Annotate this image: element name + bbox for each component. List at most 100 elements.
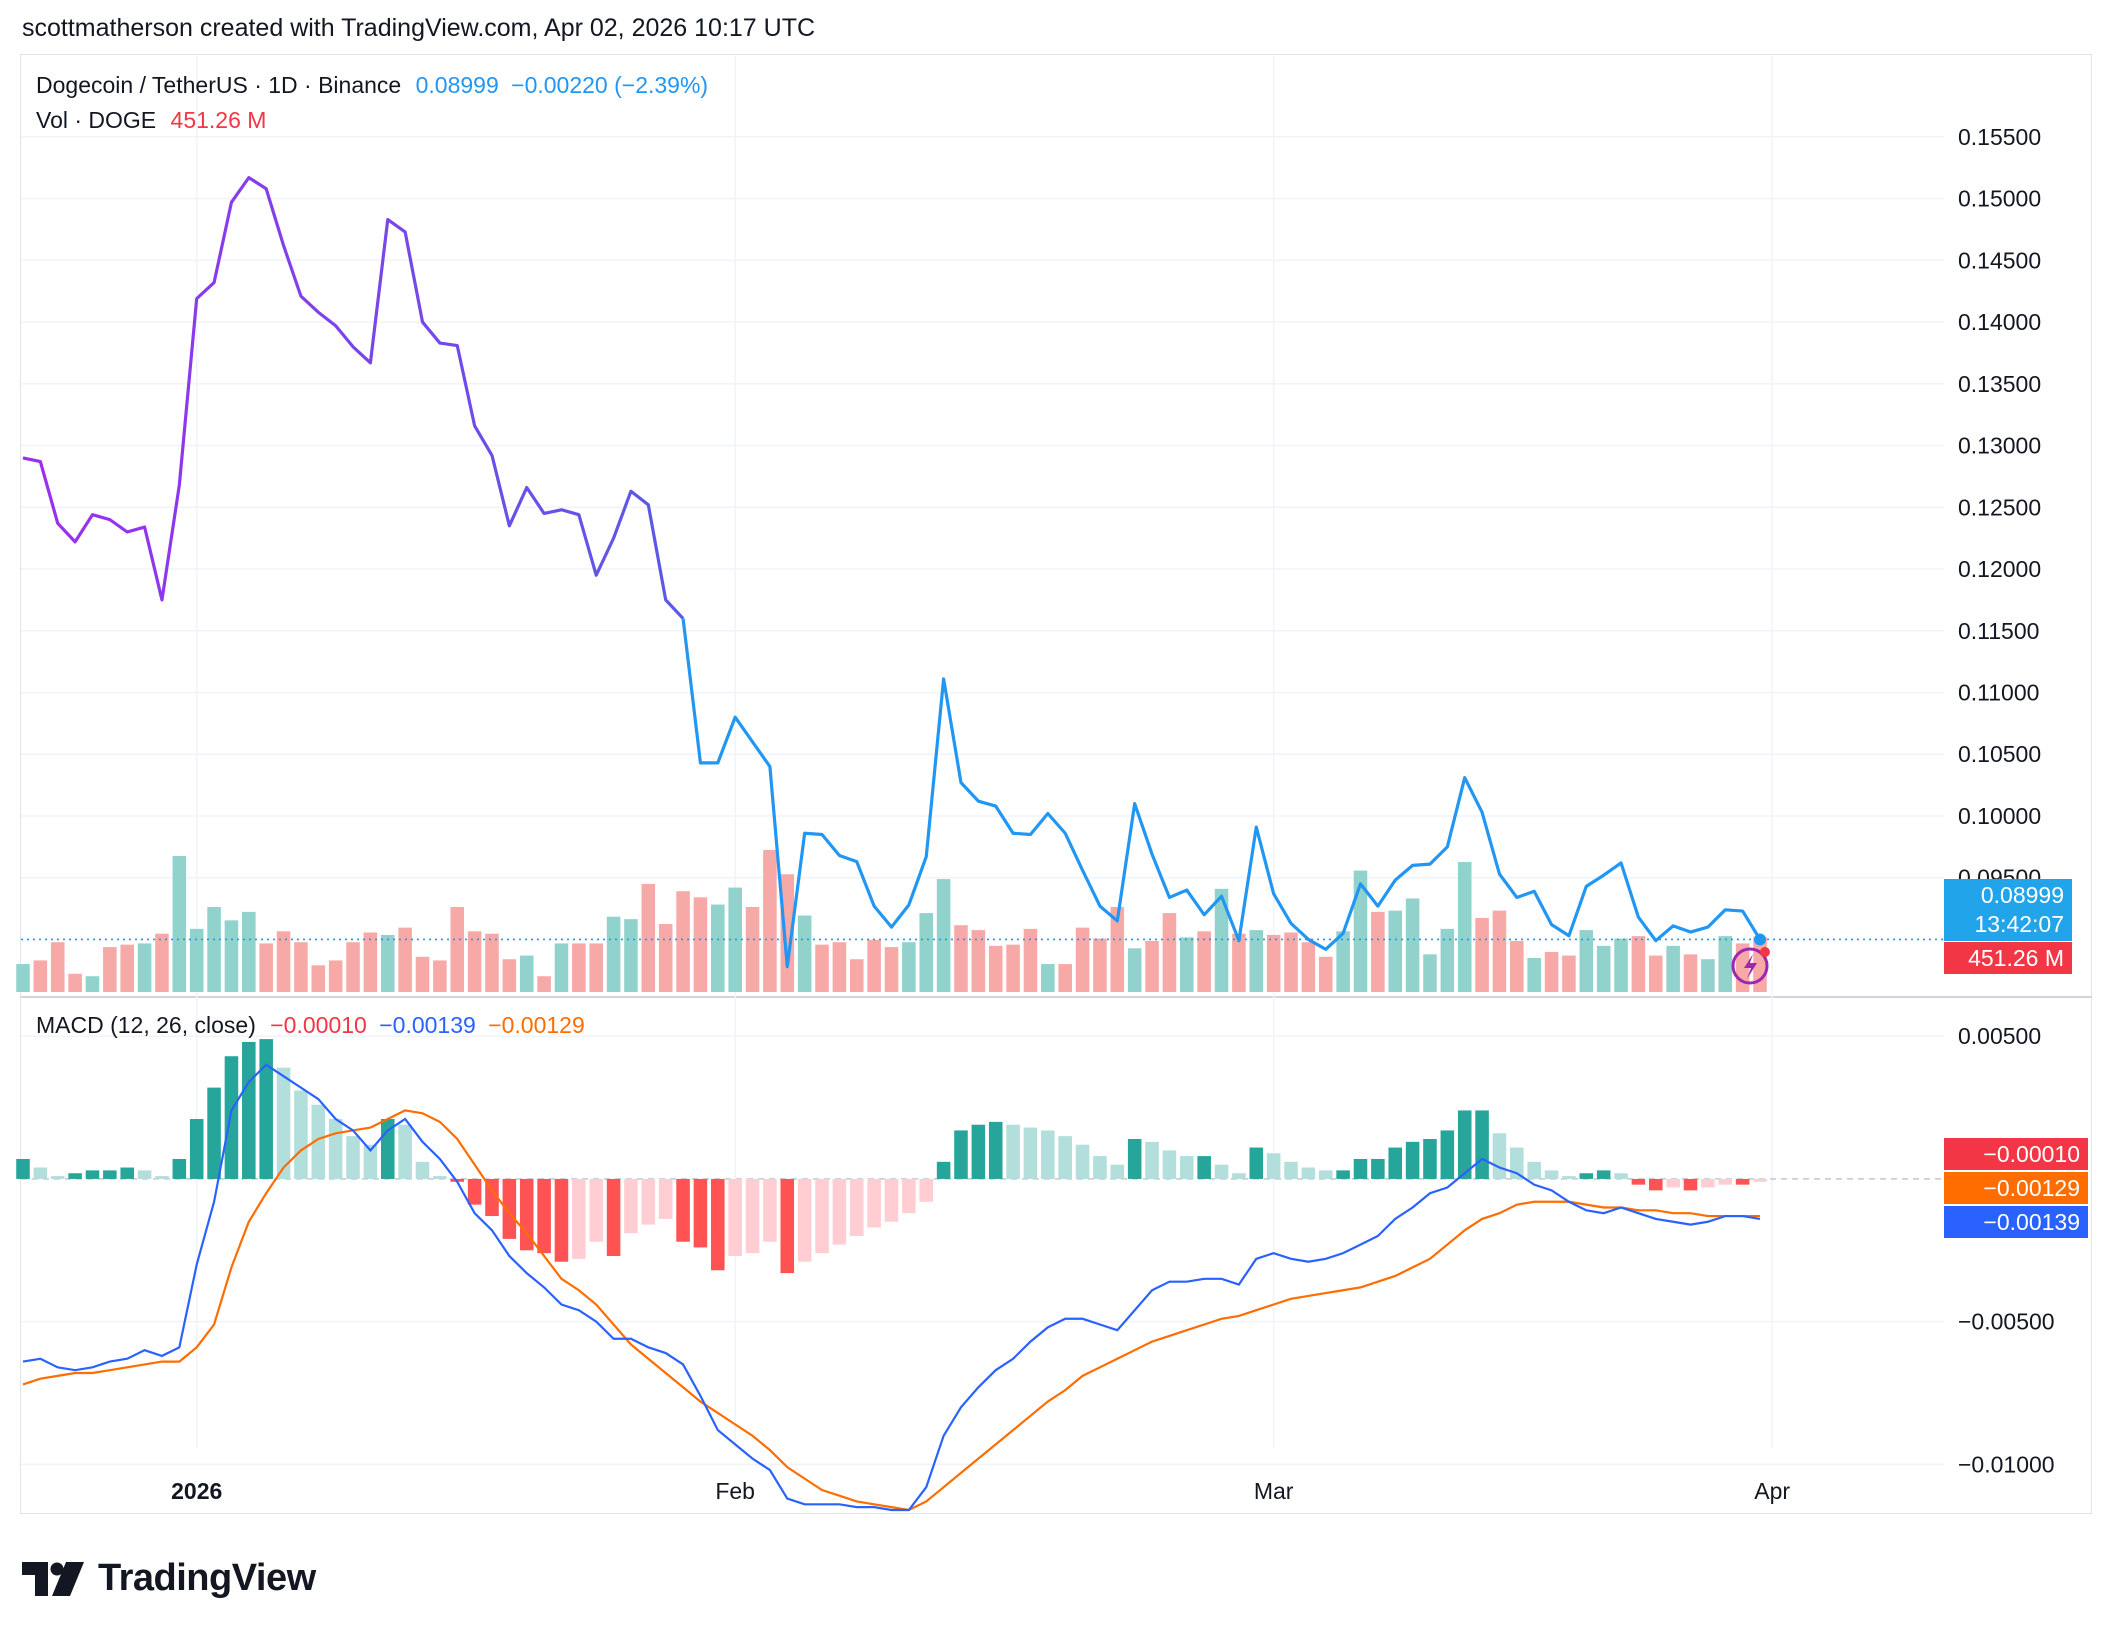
macd-histogram-bar xyxy=(519,1178,534,1251)
macd-histogram-bar xyxy=(589,1178,603,1242)
volume-bar xyxy=(1266,934,1281,992)
macd-label[interactable]: MACD (12, 26, close) xyxy=(36,1012,256,1038)
macd-histogram xyxy=(16,1039,1767,1274)
price-line-early xyxy=(22,176,685,620)
volume-bar xyxy=(1701,959,1715,992)
macd-histogram-bar xyxy=(988,1121,1003,1179)
macd-histogram-bar xyxy=(242,1041,256,1179)
macd-histogram-bar xyxy=(68,1173,82,1179)
macd-histogram-bar xyxy=(485,1178,499,1217)
macd-histogram-bar xyxy=(1214,1164,1229,1179)
volume-bars xyxy=(16,849,1767,992)
macd-histogram-bar xyxy=(1614,1173,1628,1179)
macd-histogram-bar xyxy=(728,1178,742,1256)
macd-axis-tick: 0.00500 xyxy=(1958,1023,2041,1049)
volume-bar xyxy=(1683,954,1698,992)
chart-frame[interactable] xyxy=(20,54,2092,1514)
volume-bar xyxy=(224,920,239,992)
macd-histogram-bar xyxy=(1336,1170,1350,1179)
price-line-late xyxy=(681,618,1762,969)
macd-histogram-bar xyxy=(641,1178,656,1225)
price-axis-tick: 0.12000 xyxy=(1958,556,2041,582)
macd-histogram-bar xyxy=(815,1178,829,1254)
volume-bar xyxy=(1405,898,1420,992)
macd-histogram-bar xyxy=(971,1124,986,1179)
symbol-label[interactable]: Dogecoin / TetherUS · 1D · Binance xyxy=(36,72,402,98)
volume-bar xyxy=(1214,888,1229,992)
macd-histogram-bar xyxy=(537,1178,551,1254)
macd-histogram-bar xyxy=(433,1176,447,1179)
macd-histogram-bar xyxy=(1405,1141,1420,1179)
volume-bar xyxy=(1249,930,1264,992)
volume-bar xyxy=(919,913,934,992)
macd-histogram-bar xyxy=(745,1178,760,1254)
volume-bar xyxy=(467,931,482,992)
volume-bar xyxy=(641,883,656,992)
macd-histogram-bar xyxy=(884,1178,899,1222)
macd-histogram-value: −0.00010 xyxy=(270,1012,367,1038)
volume-bar xyxy=(1440,928,1455,992)
macd-axis-tick: −0.01000 xyxy=(1958,1451,2055,1477)
volume-bar xyxy=(1596,945,1611,992)
volume-bar xyxy=(519,955,534,992)
macd-histogram-bar xyxy=(1318,1170,1333,1179)
macd-legend: MACD (12, 26, close) −0.00010 −0.00139 −… xyxy=(36,1012,591,1039)
macd-histogram-bar xyxy=(311,1104,326,1179)
macd-histogram-bar xyxy=(224,1056,239,1179)
volume-bar xyxy=(1388,910,1403,992)
macd-histogram-bar xyxy=(172,1158,187,1179)
volume-bar xyxy=(606,916,621,992)
macd-histogram-bar xyxy=(572,1178,586,1259)
volume-bar xyxy=(1336,931,1350,992)
attribution-text: scottmatherson created with TradingView.… xyxy=(22,14,816,42)
volume-bar xyxy=(693,897,708,992)
volume-bar xyxy=(624,919,638,992)
macd-histogram-bar xyxy=(1301,1167,1316,1179)
bar-countdown: 13:42:07 xyxy=(1974,911,2064,937)
macd-line xyxy=(22,1063,1761,1512)
macd-histogram-bar xyxy=(1110,1164,1125,1179)
macd-histogram-bar xyxy=(103,1170,117,1179)
volume-bar xyxy=(780,874,795,992)
volume-bar xyxy=(502,959,517,992)
tradingview-logo[interactable]: TradingView xyxy=(22,1557,316,1600)
macd-histogram-bar xyxy=(346,1136,360,1179)
price-axis-tick: 0.13500 xyxy=(1958,371,2041,397)
volume-bar xyxy=(1110,907,1125,992)
volume-bar xyxy=(1579,930,1594,992)
macd-histogram-bar xyxy=(1162,1150,1177,1179)
macd-histogram-bar xyxy=(1718,1178,1733,1185)
last-price-tag-value: 0.08999 xyxy=(1980,882,2064,908)
volume-bar xyxy=(172,856,187,992)
volume-bar xyxy=(398,927,412,992)
last-price-tag: 0.08999 13:42:07 xyxy=(1944,879,2072,941)
volume-bar xyxy=(589,943,603,992)
macd-lines xyxy=(22,1063,1761,1512)
volume-bar xyxy=(1614,938,1628,992)
volume-bar xyxy=(554,943,569,992)
volume-bar xyxy=(1423,954,1437,992)
volume-bar xyxy=(902,942,916,992)
volume-bar xyxy=(1075,927,1090,992)
volume-bar xyxy=(294,942,308,992)
volume-bar xyxy=(33,960,48,992)
macd-histogram-bar xyxy=(832,1178,847,1245)
volume-bar xyxy=(328,960,343,992)
volume-bar xyxy=(954,925,968,992)
macd-histogram-bar xyxy=(1041,1130,1055,1179)
volume-bar xyxy=(189,928,204,992)
flash-badge-icon[interactable] xyxy=(1731,947,1770,985)
macd-histogram-bar xyxy=(415,1161,430,1179)
macd-histogram-bar xyxy=(1075,1144,1090,1179)
volume-bar xyxy=(832,942,847,992)
last-price-value: 0.08999 xyxy=(415,72,499,98)
volume-bar xyxy=(1023,928,1038,992)
macd-histogram-bar xyxy=(1475,1110,1489,1179)
volume-bar xyxy=(137,943,152,992)
volume-bar xyxy=(1457,862,1472,992)
macd-histogram-bar xyxy=(1596,1170,1611,1179)
macd-histogram-bar xyxy=(1683,1178,1698,1191)
volume-bar xyxy=(537,976,551,992)
volume-label[interactable]: Vol · DOGE xyxy=(36,107,157,133)
